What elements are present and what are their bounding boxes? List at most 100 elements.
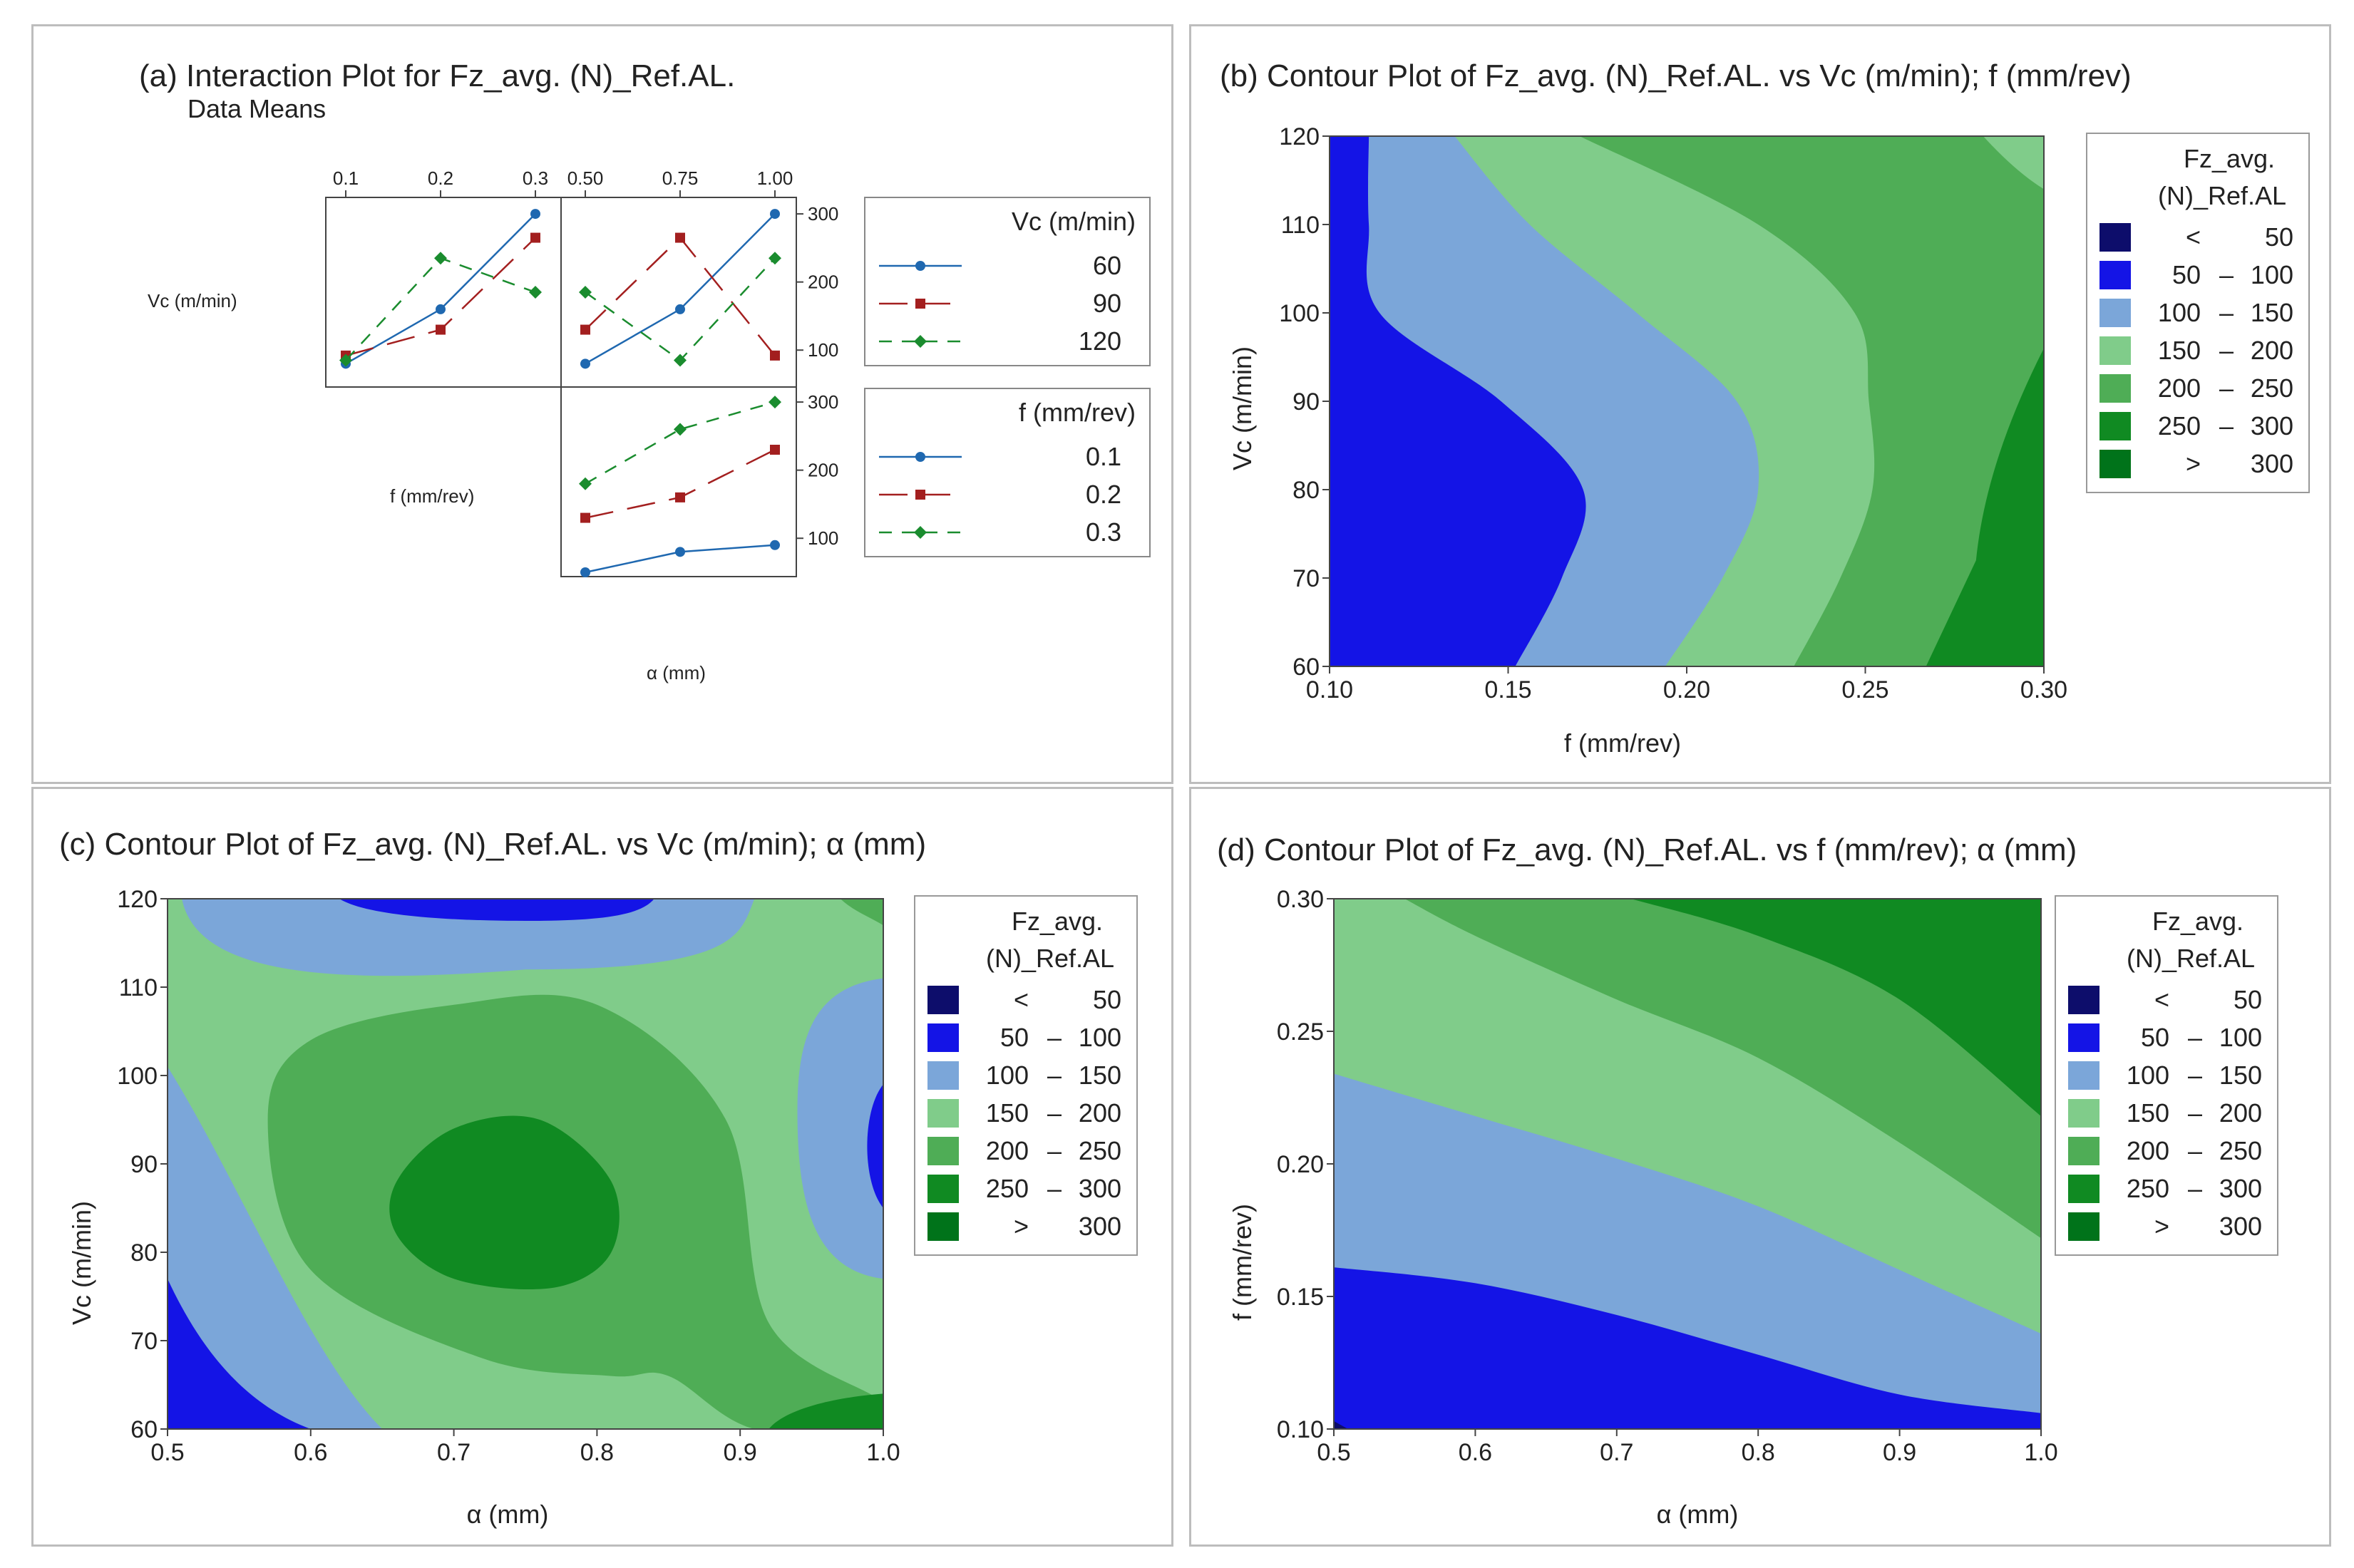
contour-b-region-250 [1926, 348, 2044, 666]
f-legend-entry: 0.3 [1086, 517, 1121, 547]
panel-c-legend-title-2: (N)_Ref.AL [986, 944, 1114, 973]
panel-c-legend-lo: 200 [986, 1136, 1029, 1165]
panel-b-legend-lo: 250 [2158, 411, 2201, 440]
panel-b-y-tick-label: 60 [1292, 654, 1320, 681]
panel-b-legend-dash: – [2219, 298, 2234, 327]
panel-c-legend-dash: – [1047, 1174, 1062, 1203]
panel-b-x-tick-label: 0.20 [1663, 676, 1710, 703]
f-legend-marker [915, 452, 925, 462]
panel-c-legend-swatch [927, 1099, 959, 1128]
panel-d-legend-lo: 250 [2127, 1174, 2169, 1203]
panel-c-legend-dash: – [1047, 1098, 1062, 1128]
panel-c-legend-lo: 250 [986, 1174, 1029, 1203]
interaction-marker-alpha_by_f-0.2 [770, 445, 780, 455]
contour-plot-vc-f-svg: (b) Contour Plot of Fz_avg. (N)_Ref.AL. … [1220, 58, 2310, 758]
f-top-tick-label: 0.2 [428, 167, 453, 189]
panel-a-subtitle: Data Means [187, 94, 326, 123]
interaction-y-tick-label: 200 [808, 272, 838, 293]
contour-c-region-50-left [168, 1279, 311, 1429]
interaction-marker-alpha_by_f-0.1 [675, 547, 685, 557]
panel-b-title: (b) Contour Plot of Fz_avg. (N)_Ref.AL. … [1220, 58, 2132, 93]
panel-d-legend-lo: 100 [2127, 1061, 2169, 1090]
panel-d-legend-swatch [2068, 1023, 2099, 1052]
panel-b-legend-hi: 200 [2251, 336, 2293, 365]
row-label-f: f (mm/rev) [390, 485, 474, 507]
panel-b-legend-hi: 300 [2251, 449, 2293, 478]
panel-c-legend-dash: – [1047, 1023, 1062, 1052]
panel-c-legend-hi: 50 [1093, 985, 1121, 1014]
panel-b-legend-swatch [2099, 223, 2131, 252]
panel-b-legend-dash: – [2219, 373, 2234, 403]
panel-c-legend-hi: 150 [1079, 1061, 1121, 1090]
interaction-marker-alpha_by_vc-90 [580, 324, 590, 335]
interaction-marker-alpha_by_f-0.3 [769, 396, 781, 409]
panel-c-legend-lo: > [1014, 1212, 1029, 1241]
panel-c-x-tick-label: 0.5 [150, 1439, 184, 1466]
panel-b-legend-swatch [2099, 374, 2131, 403]
interaction-line-alpha_by_vc-90 [585, 236, 776, 356]
panel-b-legend-swatch [2099, 412, 2131, 440]
panel-d-legend-lo: 200 [2127, 1136, 2169, 1165]
panel-b-legend-lo: 150 [2158, 336, 2201, 365]
panel-c-y-tick-label: 70 [130, 1328, 158, 1355]
panel-b-legend-dash: – [2219, 336, 2234, 365]
panel-c-legend-hi: 100 [1079, 1023, 1121, 1052]
panel-d-x-tick-label: 0.9 [1883, 1439, 1916, 1466]
panel-b-legend-hi: 250 [2251, 373, 2293, 403]
panel-c-y-tick-label: 110 [119, 974, 158, 1001]
contour-d-region-below-100 [1334, 1267, 2041, 1429]
panel-c-x-tick-label: 0.6 [294, 1439, 327, 1466]
panel-d-legend-lo: 50 [2141, 1023, 2169, 1052]
panel-b-legend-lo: 100 [2158, 298, 2201, 327]
panel-c-ylabel: Vc (m/min) [67, 1201, 96, 1325]
f-top-tick-label: 0.1 [333, 167, 359, 189]
panel-b-legend-hi: 50 [2265, 222, 2293, 252]
f-legend-entry: 0.1 [1086, 442, 1121, 471]
interaction-marker-alpha_by_f-0.3 [674, 423, 687, 436]
contour-c-region-100-left [168, 1066, 383, 1429]
interaction-line-f_by_vc-60 [345, 213, 536, 365]
f-legend-marker [915, 490, 925, 500]
panel-c-legend-hi: 200 [1079, 1098, 1121, 1128]
panel-c-x-tick-label: 0.8 [580, 1439, 614, 1466]
f-legend-entry: 0.2 [1086, 480, 1121, 509]
panel-d-legend-lo: 150 [2127, 1098, 2169, 1128]
panel-c-y-tick-label: 120 [117, 886, 158, 913]
subplot-frame-alpha-f [560, 386, 797, 577]
panel-b-legend-title-2: (N)_Ref.AL [2158, 181, 2286, 210]
panel-d-legend-swatch [2068, 1137, 2099, 1165]
panel-b-y-tick-label: 110 [1281, 212, 1320, 239]
panel-c-y-tick-label: 90 [130, 1151, 158, 1178]
interaction-y-tick-label: 100 [808, 527, 838, 549]
panel-b-legend-swatch [2099, 336, 2131, 365]
interaction-marker-alpha_by_vc-120 [769, 252, 781, 265]
panel-c-legend-hi: 250 [1079, 1136, 1121, 1165]
panel-d-x-tick-label: 0.5 [1317, 1439, 1350, 1466]
panel-b-legend-swatch [2099, 450, 2131, 478]
panel-d-xlabel: α (mm) [1657, 1500, 1739, 1529]
panel-d-legend-swatch [2068, 1061, 2099, 1090]
panel-c-legend-dash: – [1047, 1061, 1062, 1090]
contour-b-region-200 [1579, 136, 2044, 666]
panel-b-y-tick-label: 80 [1292, 477, 1320, 504]
panel-d-y-tick-label: 0.25 [1277, 1018, 1324, 1046]
interaction-marker-alpha_by_f-0.2 [580, 512, 590, 523]
interaction-line-alpha_by_f-0.3 [585, 401, 776, 485]
f-top-tick-label: 0.3 [523, 167, 548, 189]
panel-c-legend-swatch [927, 986, 959, 1014]
panel-c-x-tick-label: 1.0 [866, 1439, 900, 1466]
panel-c-y-tick-label: 100 [117, 1063, 158, 1090]
interaction-marker-f_by_vc-120 [339, 354, 352, 367]
contour-c-region-100-top [182, 899, 755, 976]
panel-d-y-tick-label: 0.15 [1277, 1284, 1324, 1311]
panel-c-legend-dash: – [1047, 1136, 1062, 1165]
panel-c-legend-swatch [927, 1061, 959, 1090]
interaction-marker-f_by_vc-90 [530, 232, 540, 243]
panel-c-title: (c) Contour Plot of Fz_avg. (N)_Ref.AL. … [59, 827, 926, 862]
interaction-marker-alpha_by_vc-120 [579, 286, 592, 299]
contour-c-region-200-corner [840, 899, 883, 926]
panel-b-legend-title-1: Fz_avg. [2184, 144, 2275, 173]
row-label-vc: Vc (m/min) [148, 290, 237, 311]
interaction-y-tick-label: 300 [808, 203, 838, 225]
interaction-marker-f_by_vc-120 [529, 286, 542, 299]
